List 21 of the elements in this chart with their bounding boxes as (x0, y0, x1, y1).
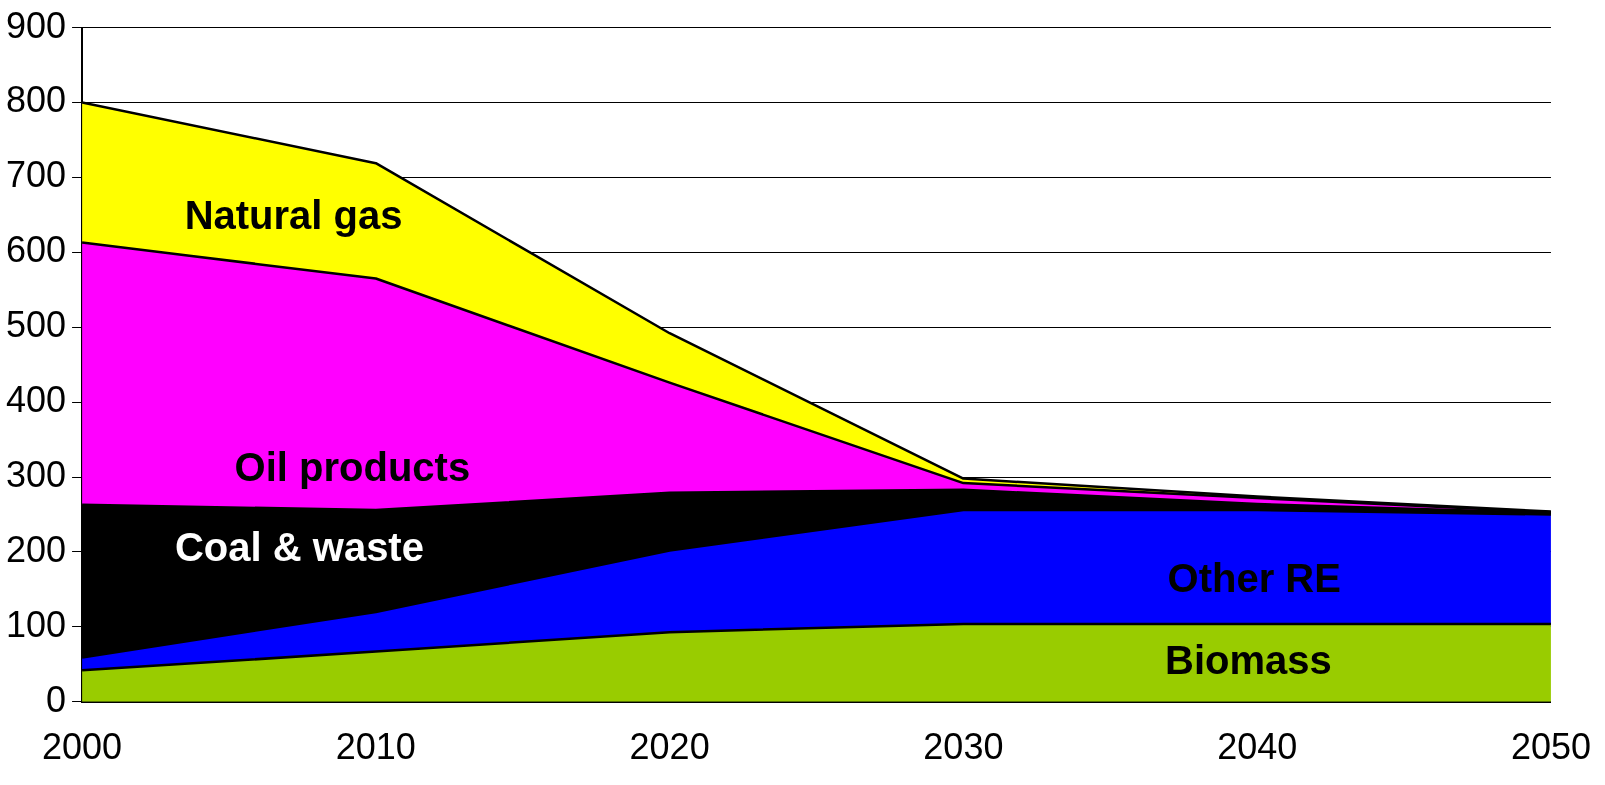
x-tick-label: 2030 (923, 726, 1004, 768)
y-tick-label: 600 (5, 229, 67, 271)
series-label: Biomass (1164, 637, 1332, 682)
y-tick-label: 100 (5, 603, 67, 645)
series-label: Coal & waste (174, 525, 424, 570)
y-tick-label: 900 (5, 4, 67, 46)
series-label: Natural gas (184, 193, 403, 238)
x-tick-label: 2000 (42, 726, 123, 768)
y-tick-label: 800 (5, 79, 67, 121)
x-tick-label: 2020 (629, 726, 710, 768)
x-tick-label: 2050 (1510, 726, 1591, 768)
x-tick-label: 2040 (1217, 726, 1298, 768)
series-label: Other RE (1167, 555, 1341, 600)
y-tick-label: 400 (5, 379, 67, 421)
x-tick-label: 2010 (335, 726, 416, 768)
series-label: Oil products (234, 444, 471, 489)
y-tick-label: 0 (46, 678, 67, 720)
y-tick-label: 300 (5, 453, 67, 495)
y-tick-label: 500 (5, 304, 67, 346)
y-tick-label: 700 (5, 154, 67, 196)
y-tick-label: 200 (5, 528, 67, 570)
